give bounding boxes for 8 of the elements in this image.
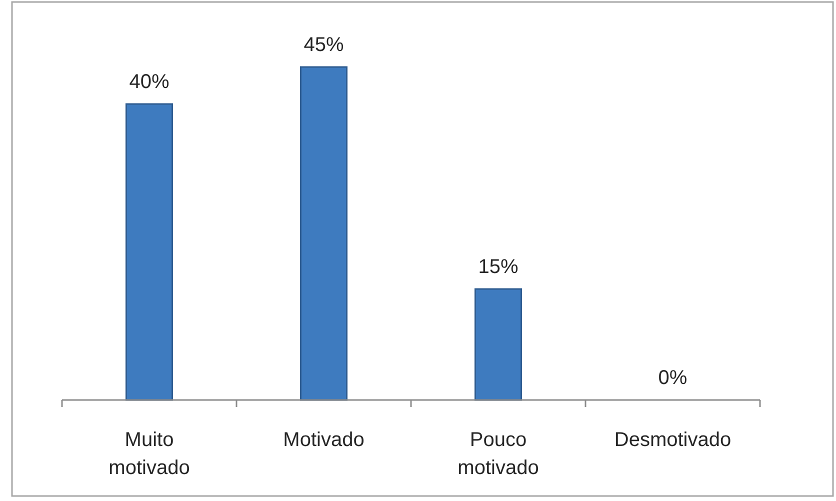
x-tick-label: Muito motivado [108,429,190,479]
x-tick-label: Pouco motivado [458,429,539,479]
data-label: 45% [304,34,344,56]
data-label: 0% [658,367,688,389]
data-label: 15% [478,256,518,278]
x-tick-label: Desmotivado [614,429,732,451]
data-label: 40% [129,71,170,93]
x-tick-label: Motivado [283,429,364,451]
